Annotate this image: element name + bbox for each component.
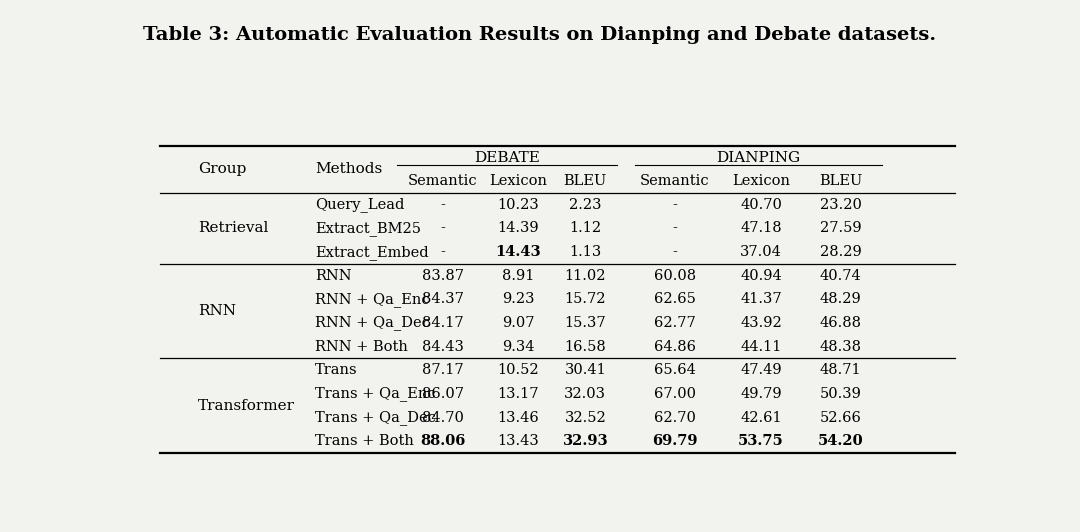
Text: Group: Group <box>198 162 246 177</box>
Text: 32.52: 32.52 <box>565 411 606 425</box>
Text: -: - <box>441 245 445 259</box>
Text: 48.29: 48.29 <box>820 293 862 306</box>
Text: Methods: Methods <box>315 162 382 177</box>
Text: 50.39: 50.39 <box>820 387 862 401</box>
Text: 54.20: 54.20 <box>818 434 863 448</box>
Text: Trans: Trans <box>315 363 357 377</box>
Text: Semantic: Semantic <box>640 174 710 188</box>
Text: Trans + Qa_Enc: Trans + Qa_Enc <box>315 386 435 401</box>
Text: 40.94: 40.94 <box>740 269 782 282</box>
Text: 69.79: 69.79 <box>652 434 698 448</box>
Text: Transformer: Transformer <box>198 398 295 413</box>
Text: 47.49: 47.49 <box>740 363 782 377</box>
Text: 15.72: 15.72 <box>565 293 606 306</box>
Text: -: - <box>441 221 445 236</box>
Text: DEBATE: DEBATE <box>474 151 540 164</box>
Text: 42.61: 42.61 <box>740 411 782 425</box>
Text: 9.07: 9.07 <box>502 316 535 330</box>
Text: 1.13: 1.13 <box>569 245 602 259</box>
Text: 64.86: 64.86 <box>653 339 696 354</box>
Text: DIANPING: DIANPING <box>716 151 800 164</box>
Text: 41.37: 41.37 <box>740 293 782 306</box>
Text: 84.37: 84.37 <box>422 293 464 306</box>
Text: 32.93: 32.93 <box>563 434 608 448</box>
Text: 86.07: 86.07 <box>422 387 464 401</box>
Text: 14.39: 14.39 <box>498 221 539 236</box>
Text: 11.02: 11.02 <box>565 269 606 282</box>
Text: RNN + Qa_Dec: RNN + Qa_Dec <box>315 315 430 330</box>
Text: 46.88: 46.88 <box>820 316 862 330</box>
Text: 67.00: 67.00 <box>653 387 696 401</box>
Text: 87.17: 87.17 <box>422 363 463 377</box>
Text: 30.41: 30.41 <box>565 363 606 377</box>
Text: -: - <box>673 221 677 236</box>
Text: 13.46: 13.46 <box>498 411 539 425</box>
Text: Trans + Both: Trans + Both <box>315 434 414 448</box>
Text: 13.43: 13.43 <box>498 434 539 448</box>
Text: -: - <box>441 198 445 212</box>
Text: 53.75: 53.75 <box>739 434 784 448</box>
Text: 84.43: 84.43 <box>422 339 464 354</box>
Text: 9.23: 9.23 <box>502 293 535 306</box>
Text: 84.17: 84.17 <box>422 316 463 330</box>
Text: 49.79: 49.79 <box>740 387 782 401</box>
Text: 88.06: 88.06 <box>420 434 465 448</box>
Text: 84.70: 84.70 <box>422 411 464 425</box>
Text: Query_Lead: Query_Lead <box>315 197 404 212</box>
Text: -: - <box>673 245 677 259</box>
Text: 44.11: 44.11 <box>741 339 782 354</box>
Text: 62.70: 62.70 <box>653 411 696 425</box>
Text: 62.65: 62.65 <box>653 293 696 306</box>
Text: 48.38: 48.38 <box>820 339 862 354</box>
Text: 43.92: 43.92 <box>740 316 782 330</box>
Text: 28.29: 28.29 <box>820 245 862 259</box>
Text: 1.12: 1.12 <box>569 221 602 236</box>
Text: 40.70: 40.70 <box>740 198 782 212</box>
Text: 32.03: 32.03 <box>565 387 606 401</box>
Text: 40.74: 40.74 <box>820 269 862 282</box>
Text: Semantic: Semantic <box>408 174 477 188</box>
Text: 15.37: 15.37 <box>565 316 606 330</box>
Text: RNN: RNN <box>198 304 235 318</box>
Text: 27.59: 27.59 <box>820 221 862 236</box>
Text: 10.52: 10.52 <box>498 363 539 377</box>
Text: 8.91: 8.91 <box>502 269 535 282</box>
Text: 83.87: 83.87 <box>422 269 464 282</box>
Text: 13.17: 13.17 <box>498 387 539 401</box>
Text: 65.64: 65.64 <box>653 363 696 377</box>
Text: Extract_BM25: Extract_BM25 <box>315 221 421 236</box>
Text: BLEU: BLEU <box>564 174 607 188</box>
Text: 9.34: 9.34 <box>502 339 535 354</box>
Text: 48.71: 48.71 <box>820 363 862 377</box>
Text: Table 3: Automatic Evaluation Results on Dianping and Debate datasets.: Table 3: Automatic Evaluation Results on… <box>144 26 936 44</box>
Text: 23.20: 23.20 <box>820 198 862 212</box>
Text: Extract_Embed: Extract_Embed <box>315 245 429 260</box>
Text: 10.23: 10.23 <box>498 198 539 212</box>
Text: Lexicon: Lexicon <box>732 174 791 188</box>
Text: 60.08: 60.08 <box>653 269 696 282</box>
Text: 47.18: 47.18 <box>740 221 782 236</box>
Text: 37.04: 37.04 <box>740 245 782 259</box>
Text: RNN + Both: RNN + Both <box>315 339 408 354</box>
Text: 62.77: 62.77 <box>654 316 696 330</box>
Text: Lexicon: Lexicon <box>489 174 548 188</box>
Text: 14.43: 14.43 <box>496 245 541 259</box>
Text: RNN: RNN <box>315 269 352 282</box>
Text: BLEU: BLEU <box>819 174 862 188</box>
Text: Trans + Qa_Dec: Trans + Qa_Dec <box>315 410 436 425</box>
Text: 52.66: 52.66 <box>820 411 862 425</box>
Text: 16.58: 16.58 <box>565 339 606 354</box>
Text: Retrieval: Retrieval <box>198 221 268 236</box>
Text: -: - <box>673 198 677 212</box>
Text: RNN + Qa_Enc: RNN + Qa_Enc <box>315 292 430 307</box>
Text: 2.23: 2.23 <box>569 198 602 212</box>
